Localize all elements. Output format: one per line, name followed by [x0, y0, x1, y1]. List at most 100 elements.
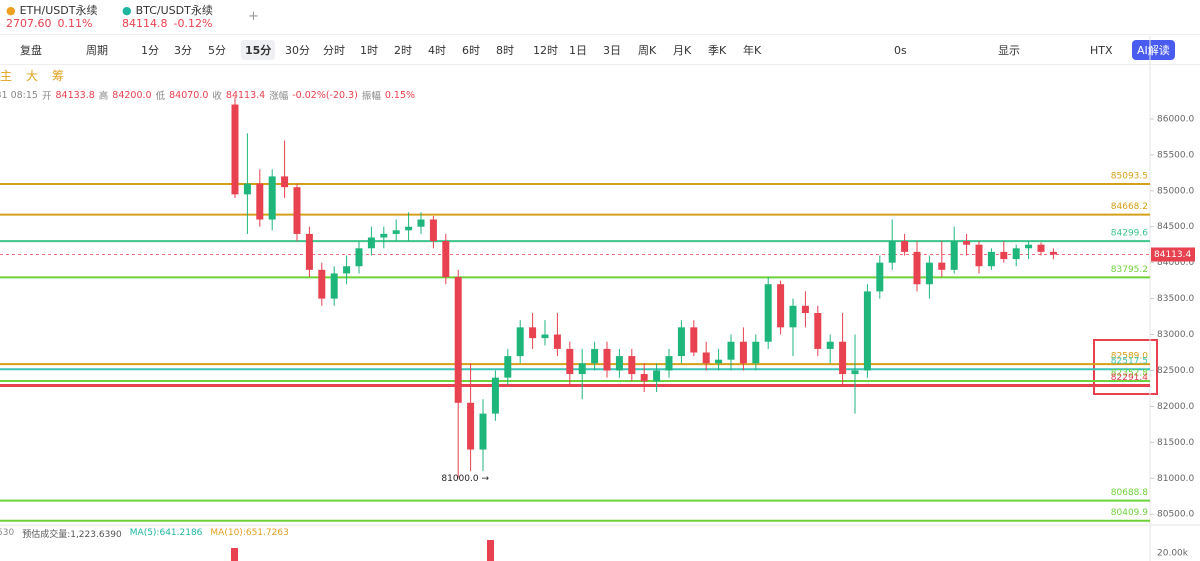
tab[interactable]: ● ETH/USDT永续 2707.60 0.11%	[6, 4, 97, 30]
indicator-toggle[interactable]: 筹	[52, 68, 65, 83]
tab[interactable]: ● BTC/USDT永续 84114.8 -0.12%	[122, 4, 213, 30]
candle-body	[665, 356, 673, 371]
indicator-toggle[interactable]: 主	[0, 68, 13, 83]
indicator-toggle[interactable]: 大	[26, 68, 39, 83]
candle-body	[578, 363, 586, 375]
level-label: 82517.5	[1111, 357, 1148, 367]
interval[interactable]: 1分	[141, 44, 159, 57]
interval[interactable]: 4时	[428, 44, 446, 57]
candle-body	[231, 104, 239, 195]
tab-price-row: 84114.8 -0.12%	[122, 17, 213, 30]
last-price-box	[1151, 247, 1195, 262]
y-tick-label: 80500.0	[1157, 510, 1194, 520]
tab-symbol: BTC/USDT永续	[135, 4, 213, 17]
y-tick-label: 81500.0	[1157, 438, 1194, 448]
candle-body	[429, 219, 437, 242]
candle-body	[504, 356, 512, 378]
candle-body	[950, 241, 958, 270]
candle-body	[826, 341, 834, 349]
add-tab[interactable]: +	[248, 9, 259, 24]
last-price-label: 84113.4	[1154, 250, 1191, 260]
candle-body	[281, 176, 289, 188]
tab-price: 2707.60	[6, 17, 52, 30]
y-tick-label: 83500.0	[1157, 294, 1194, 304]
y-tick-label: 84500.0	[1157, 222, 1194, 232]
drawing-bar: 主大筹	[0, 64, 1200, 86]
candle-body	[628, 356, 636, 375]
toolbar: 复盘 周期 1分 3分 5分 15分 30分 分时 1时 2时 4时 6时 8时 12时 1日 3日 周K 月K 季…	[0, 36, 1200, 65]
candle-body	[615, 356, 623, 371]
candle-body	[553, 334, 561, 349]
ohlc-text: 涨幅	[269, 91, 289, 102]
interval[interactable]: 30分	[285, 44, 310, 57]
interval[interactable]: 3日	[603, 44, 621, 57]
candle-body	[355, 248, 363, 267]
tab-bar: ● ETH/USDT永续 2707.60 0.11% ● BTC/USDT永续 84114.…	[0, 0, 1200, 35]
candle-body	[739, 341, 747, 364]
candle-body	[541, 334, 549, 339]
candle-body	[653, 370, 661, 382]
y-tick-label: 85500.0	[1157, 150, 1194, 160]
tab-symbol-row: ● ETH/USDT永续	[6, 4, 98, 17]
candle-body	[690, 327, 698, 353]
ai-button[interactable]: AI解读	[1132, 40, 1175, 60]
volume-text: MA(5):641.2186	[129, 528, 203, 538]
exchange[interactable]: HTX	[1090, 43, 1113, 57]
interval[interactable]: 5分	[208, 44, 226, 57]
interval[interactable]: 1时	[360, 44, 378, 57]
candle-body	[801, 305, 809, 313]
level-label: 82352.8	[1111, 369, 1148, 379]
candle-body	[1037, 244, 1045, 252]
interval[interactable]: 1日	[569, 44, 587, 57]
display[interactable]: 显示	[998, 44, 1020, 57]
ohlc-text: 0.15%	[384, 89, 416, 101]
volume-text: 530	[0, 528, 15, 538]
candle-body	[268, 176, 276, 220]
candle-body	[318, 269, 326, 299]
replay[interactable]: 复盘	[20, 44, 42, 57]
interval[interactable]: 15分	[241, 40, 276, 60]
candle-body	[293, 187, 301, 234]
interval[interactable]: 6时	[462, 44, 480, 57]
candle-body	[1049, 251, 1057, 255]
level-label: 80688.8	[1111, 488, 1148, 498]
candle-body	[913, 251, 921, 285]
candle-body	[442, 241, 450, 278]
interval[interactable]: 2时	[394, 44, 412, 57]
interval[interactable]: 8时	[496, 44, 514, 57]
level-label: 84299.6	[1111, 229, 1148, 239]
interval[interactable]: 季K	[708, 44, 727, 57]
candle-body	[305, 233, 313, 270]
candle-body	[243, 183, 251, 195]
candle-body	[367, 237, 375, 249]
candle-body	[938, 262, 946, 270]
ohlc-info: 1-31 08:15开84133.8高84200.0低84070.0收84113…	[0, 88, 1200, 103]
level-label: 83795.2	[1111, 265, 1148, 275]
candle-body	[925, 262, 933, 285]
candle-body	[256, 183, 264, 220]
candle-body	[591, 348, 599, 364]
y-tick-label: 82500.0	[1157, 366, 1194, 376]
candle-body	[529, 327, 537, 339]
candle-body	[975, 244, 983, 267]
interval[interactable]: 年K	[743, 44, 762, 57]
ohlc-text: 收	[212, 91, 222, 102]
ohlc-text: 低	[155, 91, 166, 102]
candle-body	[727, 341, 735, 360]
level-label: 80409.9	[1111, 508, 1148, 518]
interval[interactable]: 分时	[323, 44, 345, 57]
candle-body	[491, 377, 499, 414]
interval[interactable]: 12时	[533, 44, 558, 57]
ohlc-text: 84113.4	[225, 89, 266, 101]
interval[interactable]: 周K	[638, 44, 657, 57]
y-tick-label: 85000.0	[1157, 186, 1194, 196]
level-label: 82589.0	[1111, 352, 1148, 362]
interval[interactable]: 3分	[174, 44, 192, 57]
volume-axis-label: 20.00k	[1157, 549, 1189, 559]
candle-body	[330, 273, 338, 299]
low-annotation: 81000.0 →	[441, 474, 489, 484]
candle-body	[343, 266, 351, 274]
interval[interactable]: 月K	[673, 44, 692, 57]
period[interactable]: 周期	[86, 44, 108, 57]
